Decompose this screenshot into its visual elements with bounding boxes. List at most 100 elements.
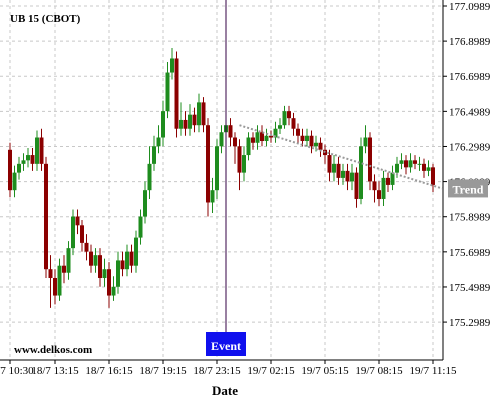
candle-body	[71, 216, 75, 249]
y-tick-label: 176.4989	[449, 106, 491, 118]
candle-body	[273, 128, 278, 138]
candle-body	[327, 155, 332, 173]
candle-body	[336, 163, 341, 178]
candle-body	[246, 137, 251, 156]
x-tick-label: 18/7 19:15	[139, 365, 187, 377]
candle-body	[264, 135, 269, 142]
candle-body	[8, 149, 12, 191]
candle-body	[201, 102, 206, 126]
candle-body	[233, 137, 237, 147]
candle-body	[93, 255, 98, 266]
candle-body	[174, 58, 179, 129]
candle-body	[192, 114, 197, 126]
candle-body	[62, 265, 66, 273]
candle-body	[66, 248, 71, 273]
candle-body	[255, 132, 260, 143]
trend-line	[239, 124, 443, 190]
candle-body	[350, 172, 354, 182]
x-tick-label: 19/7 02:15	[247, 365, 295, 377]
candle-body	[197, 102, 201, 126]
candle-body	[138, 216, 143, 238]
chart-title: UB 15 (CBOT)	[10, 13, 81, 25]
candle-body	[372, 181, 377, 191]
candle-body	[359, 146, 363, 199]
candle-body	[80, 225, 84, 243]
candle-body	[354, 172, 359, 199]
y-tick-label: 176.2989	[449, 141, 491, 153]
candle-body	[206, 125, 210, 203]
candle-body	[17, 163, 21, 173]
candle-body	[44, 163, 48, 270]
candle-body	[251, 137, 255, 143]
candle-body	[161, 111, 165, 138]
candle-body	[165, 72, 170, 112]
candle-body	[386, 177, 390, 185]
candle-body	[426, 167, 431, 171]
y-tick-label: 175.8989	[449, 212, 491, 224]
candle-body	[309, 135, 314, 147]
plot-area	[8, 47, 443, 308]
candle-body	[107, 269, 111, 296]
candle-body	[102, 269, 107, 278]
candle-body	[179, 119, 183, 129]
candle-body	[395, 163, 399, 173]
candle-body	[219, 132, 224, 147]
candle-body	[291, 118, 296, 129]
candle-body	[363, 137, 368, 147]
y-tick-label: 176.6989	[449, 71, 491, 83]
candle-body	[39, 137, 44, 164]
candle-body	[408, 160, 413, 168]
candle-body	[413, 160, 417, 164]
candle-body	[120, 260, 125, 270]
x-tick-label: 19/7 08:15	[355, 365, 403, 377]
candle-body	[215, 146, 219, 191]
candle-body	[390, 172, 395, 185]
candle-body	[188, 114, 192, 129]
candle-body	[129, 251, 134, 266]
candle-body	[269, 135, 273, 138]
candle-body	[237, 146, 242, 173]
candle-body	[404, 160, 408, 168]
candle-body	[26, 155, 30, 161]
x-tick-label: 19/7 11:15	[410, 365, 457, 377]
candle-body	[57, 265, 62, 296]
trend-label: Trend	[453, 182, 484, 196]
candle-body	[183, 119, 188, 129]
watermark: www.delkos.com	[14, 344, 92, 356]
candle-body	[278, 125, 282, 129]
y-tick-label: 175.4989	[449, 282, 491, 294]
x-axis-label: Date	[212, 383, 238, 398]
candle-body	[381, 177, 386, 199]
candle-body	[35, 137, 39, 164]
candle-body	[75, 216, 80, 226]
event-label: Event	[211, 339, 241, 353]
candle-body	[318, 142, 323, 150]
candle-body	[228, 125, 233, 138]
candle-body	[314, 142, 318, 147]
x-tick-label: 18/7 10:30	[0, 365, 34, 377]
candle-body	[399, 160, 404, 164]
y-tick-label: 177.0989	[449, 1, 491, 13]
candle-body	[98, 255, 102, 278]
candle-body	[53, 277, 57, 296]
y-tick-label: 176.8989	[449, 36, 491, 48]
y-tick-label: 175.6989	[449, 247, 491, 259]
candle-body	[260, 132, 264, 142]
x-tick-label: 19/7 05:15	[301, 365, 349, 377]
trend-label-box	[448, 179, 488, 198]
candle-body	[300, 135, 305, 142]
x-tick-label: 18/7 13:15	[31, 365, 79, 377]
x-tick-label: 18/7 23:15	[193, 365, 241, 377]
candle-body	[368, 137, 372, 182]
candle-body	[332, 163, 336, 173]
candle-body	[417, 163, 422, 165]
y-tick-label: 175.2989	[449, 317, 491, 329]
candle-body	[89, 251, 93, 266]
candle-body	[12, 172, 17, 191]
candle-body	[305, 135, 309, 142]
candle-body	[210, 190, 215, 203]
x-tick-label: 18/7 16:15	[85, 365, 133, 377]
candle-body	[111, 286, 116, 296]
